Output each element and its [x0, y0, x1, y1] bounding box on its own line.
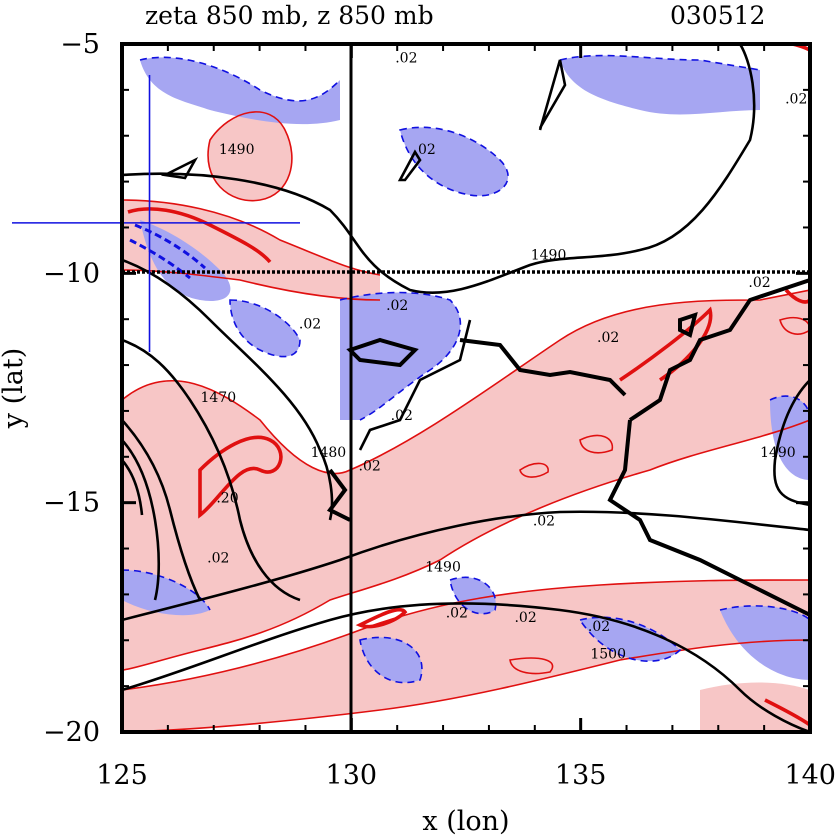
vorticity-contour-label: .02 — [207, 550, 229, 566]
height-contour-label: 1490 — [531, 248, 567, 264]
x-tick-label: 140 — [784, 760, 836, 791]
chart-date: 030512 — [670, 1, 765, 30]
strong-negative-vorticity-contours — [129, 223, 207, 280]
negative-region-south-4 — [360, 637, 422, 683]
vorticity-contour-label: .02 — [446, 605, 468, 621]
y-tick-label: −10 — [43, 258, 100, 289]
vorticity-contour-label: .02 — [748, 275, 770, 291]
y-tick-label: −15 — [43, 488, 100, 519]
vorticity-contour-label: .02 — [386, 298, 408, 314]
vorticity-contour-label: .02 — [395, 50, 417, 66]
y-tick-label: −5 — [60, 29, 100, 60]
chart-title: zeta 850 mb, z 850 mb — [145, 1, 434, 30]
negative-region-top-right — [560, 55, 760, 115]
height-contour-label: 1500 — [590, 647, 626, 663]
field-layer — [122, 44, 810, 732]
positive-region-south — [122, 580, 810, 732]
x-tick-label: 125 — [96, 760, 148, 791]
x-tick-label: 135 — [555, 760, 607, 791]
positive-vorticity-contours — [122, 111, 810, 732]
negative-region-left-mid — [230, 300, 300, 357]
axis-ticks: 125 130 135 140 −5 −10 −15 −20 — [43, 29, 836, 791]
vorticity-contour-label: .02 — [299, 316, 321, 332]
contour-labels: 1490 1490 1470 1480 1490 1500 1490 .02 .02 .02 .02… — [200, 50, 807, 662]
height-contour-label: 1480 — [311, 445, 347, 461]
negative-region-vortex — [140, 220, 231, 301]
y-axis-title: y (lat) — [0, 348, 29, 430]
vorticity-contour-label: .02 — [414, 142, 436, 158]
vorticity-contour-label: .02 — [391, 408, 413, 424]
vorticity-contour-label: .02 — [597, 330, 619, 346]
height-contour-label: 1470 — [200, 390, 236, 406]
negative-vorticity-contours — [122, 54, 810, 684]
negative-region-south-2 — [580, 617, 680, 662]
vorticity-contour-label: .02 — [588, 619, 610, 635]
negative-region-top-left — [140, 57, 340, 125]
height-contours — [122, 44, 810, 732]
vorticity-contour-label: .20 — [216, 491, 238, 507]
positive-region-north — [122, 200, 380, 300]
plot-frame — [120, 42, 812, 734]
x-tick-label: 130 — [326, 760, 378, 791]
x-axis-title: x (lon) — [422, 806, 509, 836]
height-contour-label: 1490 — [760, 445, 796, 461]
negative-region-north-center — [400, 127, 509, 196]
negative-region-right-mid — [770, 396, 810, 480]
height-contour-label: 1490 — [425, 559, 461, 575]
negative-region-south-5 — [720, 605, 810, 680]
vorticity-contour-label: .02 — [359, 459, 381, 475]
vorticity-contour-label: .02 — [514, 610, 536, 626]
negative-region-center — [340, 292, 461, 420]
y-tick-label: −20 — [43, 717, 100, 748]
vorticity-contour-label: .02 — [785, 92, 807, 108]
height-contour-label: 1490 — [219, 142, 255, 158]
vorticity-contour-label: .02 — [533, 514, 555, 530]
thick-height-contours — [326, 278, 810, 617]
